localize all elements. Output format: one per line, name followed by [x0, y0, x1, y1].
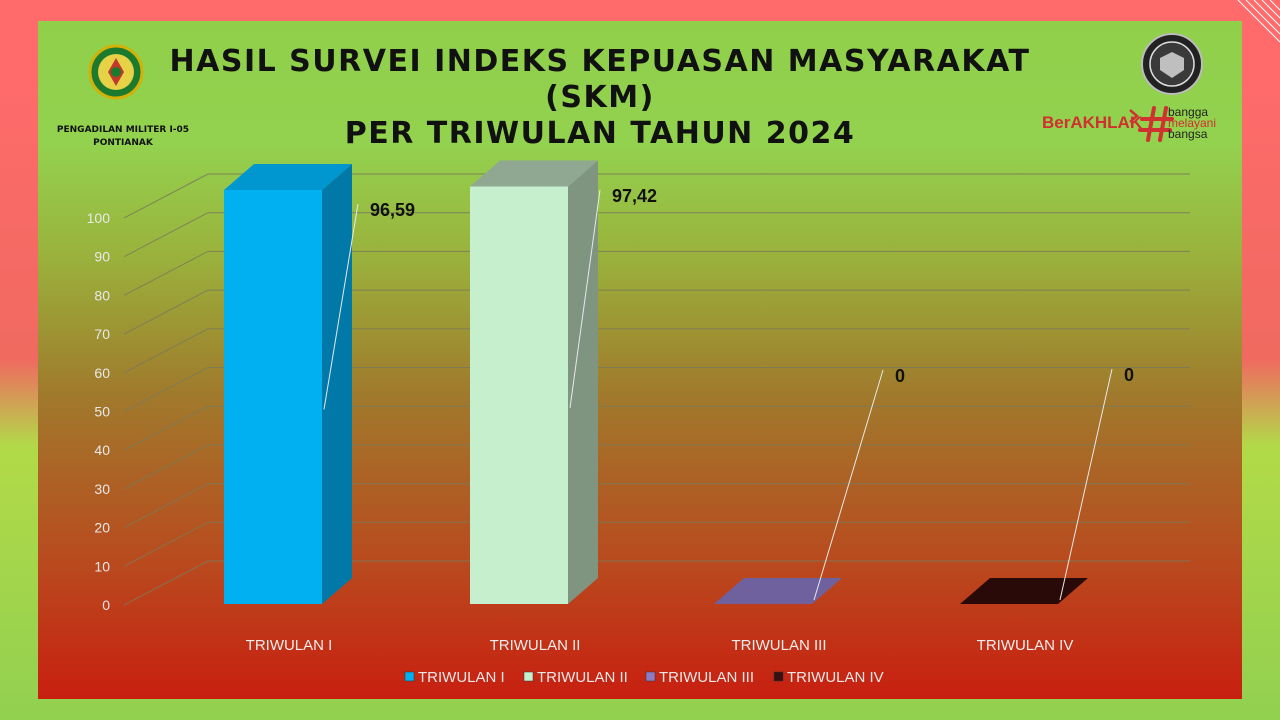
- value-leader-line: [569, 189, 601, 408]
- bar-3: 0 TRIWULAN III: [714, 366, 905, 654]
- berakhlak-logo: BerAKHLAK bangga melayani bangsa: [1042, 105, 1216, 142]
- berakhlak-wordmark: BerAKHLAK: [1042, 113, 1143, 132]
- bar-front: [470, 186, 568, 604]
- bar-1: 96,59 TRIWULAN I: [224, 164, 415, 654]
- bar-top: [714, 578, 842, 604]
- org-name-line-1: PENGADILAN MILITER I-05: [56, 125, 190, 135]
- x-tick-label: TRIWULAN I: [246, 637, 333, 654]
- bar-2: 97,42 TRIWULAN II: [470, 160, 657, 654]
- gridline-side-8: [123, 250, 209, 296]
- y-tick-label: 0: [102, 597, 110, 613]
- x-tick-label: TRIWULAN III: [731, 637, 826, 654]
- gridline-side-5: [123, 367, 209, 412]
- legend-swatch: [773, 671, 784, 682]
- gridline-side-6: [123, 328, 209, 374]
- y-tick-label: 40: [94, 442, 110, 458]
- legend-swatch: [523, 671, 534, 682]
- x-tick-label: TRIWULAN II: [490, 637, 581, 654]
- value-label: 0: [895, 366, 905, 386]
- gridline-side-2: [123, 483, 209, 529]
- court-emblem-icon: [88, 44, 144, 100]
- bar-top: [470, 160, 598, 187]
- value-leader-line: [813, 369, 884, 601]
- gridline-side-1: [123, 521, 209, 567]
- gridline-side-9: [123, 212, 209, 258]
- chevron-right-icon: [1129, 109, 1139, 123]
- value-leader-line: [1059, 368, 1113, 601]
- berakhlak-tag-3: bangsa: [1168, 127, 1208, 141]
- bar-side: [322, 164, 352, 604]
- y-tick-label: 100: [87, 210, 111, 226]
- gridline-side-4: [123, 405, 209, 451]
- y-tick-label: 50: [94, 404, 110, 420]
- y-tick-label: 20: [94, 520, 110, 536]
- y-tick-label: 60: [94, 365, 110, 381]
- organization-name: PENGADILAN MILITER I-05 PONTIANAK: [48, 124, 198, 150]
- berakhlak-tag-1: bangga: [1168, 105, 1208, 119]
- value-label: 0: [1124, 365, 1134, 385]
- value-label: 96,59: [370, 200, 415, 220]
- zona-integritas-seal-icon: [1141, 33, 1203, 95]
- title-line-2: PER TRIWULAN TAHUN 2024: [344, 116, 856, 151]
- gridline-side-0: [123, 560, 209, 606]
- bar-top: [224, 164, 352, 190]
- chart-title: HASIL SURVEI INDEKS KEPUASAN MASYARAKAT …: [150, 44, 1050, 152]
- legend-swatch: [645, 671, 656, 682]
- legend-swatch: [404, 671, 415, 682]
- corner-stripes-decoration: [1237, 0, 1280, 43]
- bar-side: [568, 160, 598, 604]
- y-tick-label: 70: [94, 326, 110, 342]
- legend-label: TRIWULAN I: [418, 669, 505, 686]
- gridline-side-3: [123, 444, 209, 490]
- x-tick-label: TRIWULAN IV: [977, 637, 1074, 654]
- legend-label: TRIWULAN II: [537, 669, 628, 686]
- legend: TRIWULAN I TRIWULAN II TRIWULAN III TRIWULA…: [404, 669, 884, 686]
- legend-label: TRIWULAN IV: [787, 669, 884, 686]
- legend-label: TRIWULAN III: [659, 669, 754, 686]
- y-tick-label: 80: [94, 287, 110, 303]
- org-name-line-2: PONTIANAK: [93, 138, 153, 148]
- gridlines: 0 10 20 30 40 50 60 70 80 90 100: [87, 173, 1190, 613]
- title-line-1: HASIL SURVEI INDEKS KEPUASAN MASYARAKAT …: [169, 44, 1031, 115]
- bar-4: 0 TRIWULAN IV: [960, 365, 1134, 654]
- hashtag-icon: [1138, 106, 1174, 142]
- bar-top: [960, 578, 1088, 604]
- berakhlak-tag-2: melayani: [1168, 116, 1216, 130]
- value-label: 97,42: [612, 186, 657, 206]
- y-tick-label: 10: [94, 558, 110, 574]
- y-tick-label: 30: [94, 481, 110, 497]
- value-leader-line: [323, 203, 359, 410]
- gridline-side-10: [123, 173, 209, 219]
- y-tick-label: 90: [94, 249, 110, 265]
- bar-front: [224, 190, 322, 604]
- gridline-side-7: [123, 289, 209, 335]
